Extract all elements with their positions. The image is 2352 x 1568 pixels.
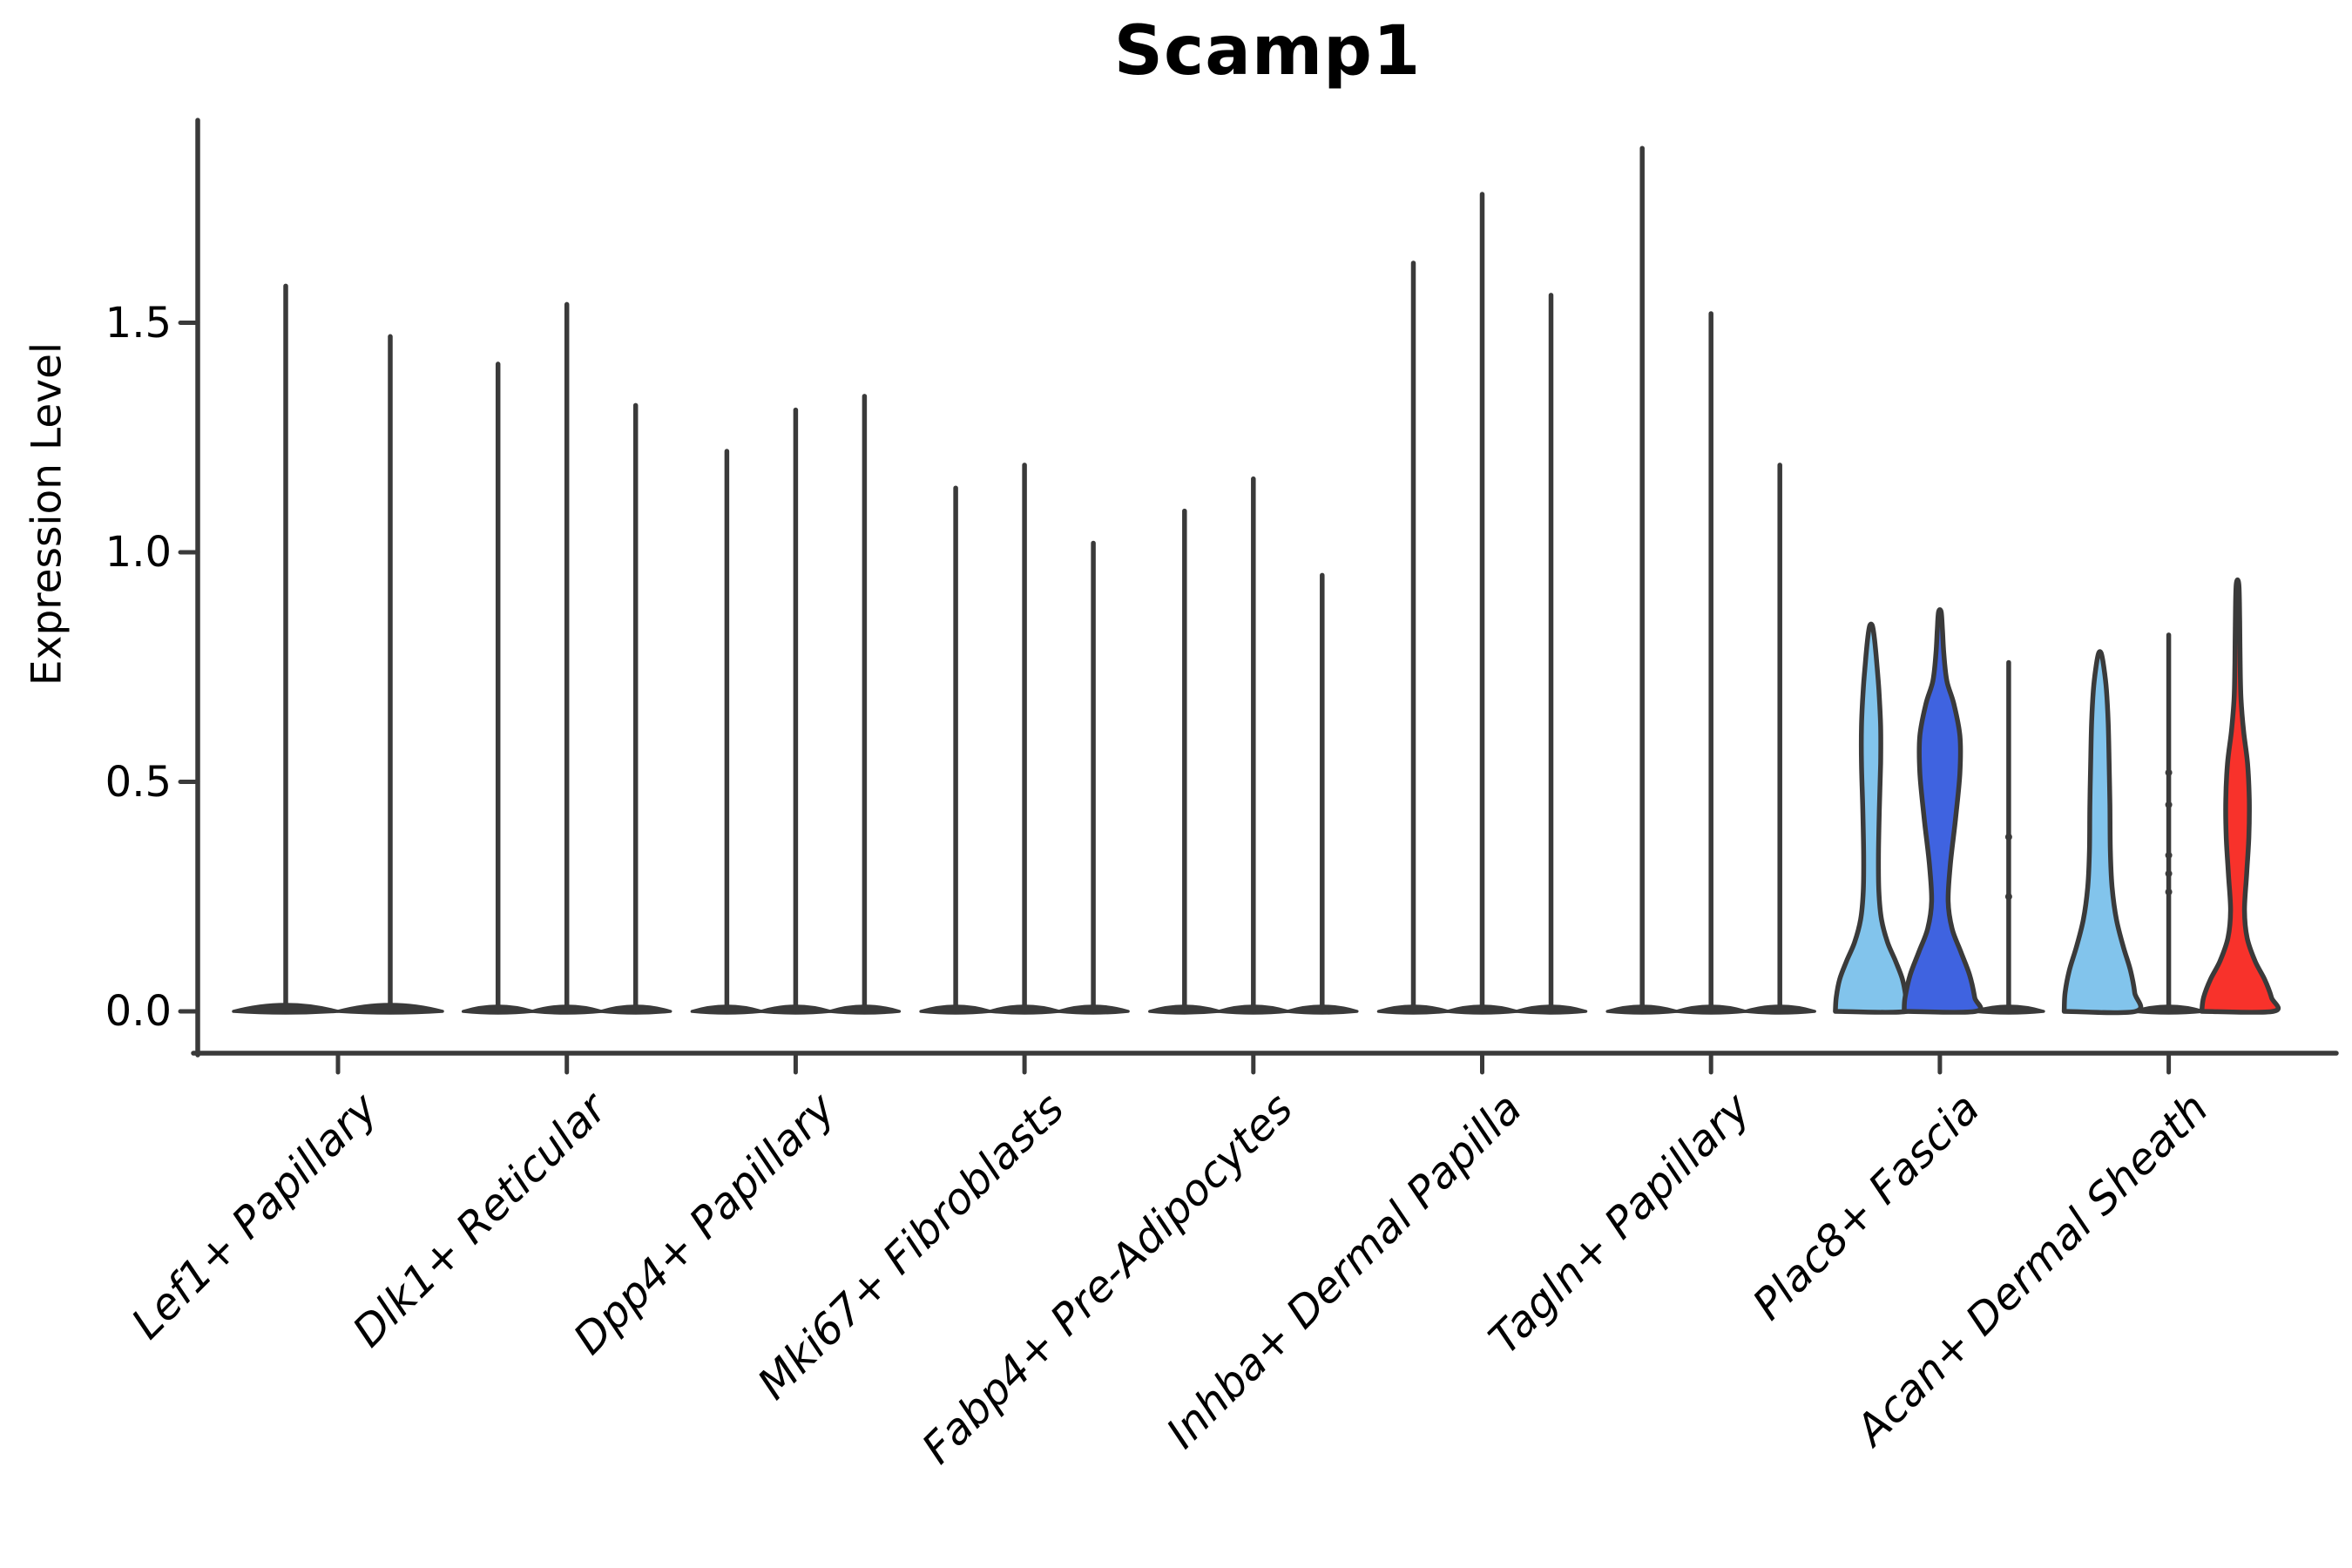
y-tick-label-1.5: 1.5 — [105, 299, 172, 348]
y-tick-label-0.0: 0.0 — [105, 987, 172, 1036]
jitter-dot-8-1 — [2165, 851, 2173, 859]
y-axis-title: Expression Level — [23, 341, 71, 686]
jitter-dot-7-2 — [2004, 833, 2012, 841]
jitter-dot-8-1 — [2165, 888, 2173, 896]
jitter-dot-7-2 — [2004, 893, 2012, 901]
jitter-dot-8-1 — [2165, 801, 2173, 808]
violin-body-8-0 — [2061, 649, 2144, 1016]
jitter-dot-8-1 — [2165, 869, 2173, 877]
violin-body-8-2 — [2199, 577, 2281, 1015]
y-tick-label-0.5: 0.5 — [105, 758, 172, 807]
violin-body-7-1 — [1902, 607, 1984, 1015]
y-tick-label-1.0: 1.0 — [105, 528, 172, 577]
chart-title: Scamp1 — [1113, 12, 1422, 91]
violin-body-7-0 — [1833, 621, 1915, 1015]
jitter-dot-8-1 — [2165, 768, 2173, 776]
